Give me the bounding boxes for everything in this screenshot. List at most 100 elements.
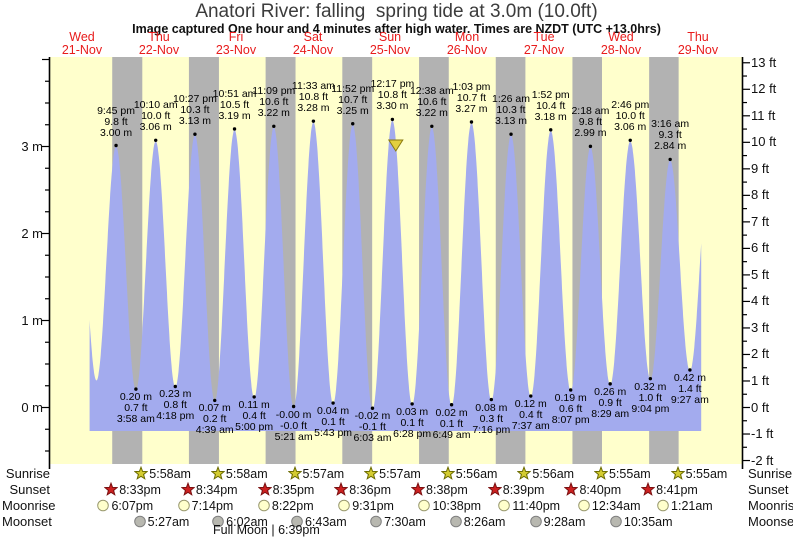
sunrise-star-icon <box>134 466 149 480</box>
high-tide-label: 3:16 am 9.3 ft 2.84 m <box>651 118 690 153</box>
tide-extreme-dot <box>469 120 474 124</box>
day-label: Thu 22-Nov <box>138 30 180 57</box>
tide-extreme-dot <box>449 403 454 407</box>
right-axis-label: -2 ft <box>751 452 774 468</box>
tide-extreme-dot <box>628 138 632 142</box>
tide-extreme-dot <box>370 406 375 410</box>
moonset-circle-icon <box>529 515 542 528</box>
high-tide-label: 11:52 pm 10.7 ft 3.25 m <box>331 82 375 117</box>
sunrise-event: 5:57am <box>287 466 344 481</box>
moonrise-event: 6:07pm <box>96 498 153 513</box>
tide-extreme-dot <box>668 157 672 162</box>
high-tide-label: 12:38 am 10.6 ft 3.22 m <box>409 85 454 120</box>
sunrise-time: 5:56am <box>532 466 575 481</box>
right-axis-label: 1 ft <box>751 372 770 388</box>
right-axis-label: 3 ft <box>751 319 770 335</box>
moonrise-circle-icon <box>418 499 431 512</box>
moonrise-event: 9:31pm <box>337 498 394 513</box>
tide-extreme-dot <box>252 395 256 399</box>
moonset-event: 5:27am <box>133 514 189 529</box>
moonrise-event: 7:14pm <box>177 498 233 513</box>
tide-extreme-dot <box>430 124 434 129</box>
sunrise-event: 5:56am <box>517 466 574 481</box>
sunrise-event: 5:58am <box>134 466 191 481</box>
right-axis-label: 8 ft <box>751 187 770 203</box>
low-tide-label: 0.08 m 0.3 ft 7:16 pm <box>472 401 511 436</box>
moonset-circle-icon <box>610 515 622 528</box>
high-tide-label: 2:18 am 9.8 ft 2.99 m <box>571 105 610 140</box>
moonset-event: 9:28am <box>529 514 585 529</box>
low-tide-label: 0.11 m 0.4 ft 5:00 pm <box>235 398 274 433</box>
tide-extreme-dot <box>688 368 692 372</box>
high-tide-label: 1:03 pm 10.7 ft 3.27 m <box>452 81 491 115</box>
tide-extreme-dot <box>232 127 237 131</box>
moonset-event: 7:30am <box>369 514 426 529</box>
tide-extreme-dot <box>588 144 593 149</box>
astro-row-label-right: Sunset <box>748 482 789 497</box>
right-axis-label: 4 ft <box>751 293 770 309</box>
moonrise-time: 9:31pm <box>352 498 394 513</box>
moonset-event: 6:43am <box>290 514 347 529</box>
right-axis-label: 6 ft <box>751 240 770 256</box>
moonrise-circle-icon <box>657 499 669 512</box>
sunrise-time: 5:58am <box>149 466 191 481</box>
sunset-time: 8:40pm <box>579 482 622 497</box>
high-tide-label: 2:46 pm 10.0 ft 3.06 m <box>611 99 650 134</box>
sunrise-time: 5:55am <box>685 466 728 481</box>
sunrise-time: 5:55am <box>608 466 651 481</box>
right-axis-label: -1 ft <box>751 426 774 442</box>
moonrise-time: 8:22pm <box>271 498 314 513</box>
moonset-event: 8:26am <box>449 514 506 529</box>
sunrise-star-icon <box>440 466 455 480</box>
astro-row-label-left: Sunrise <box>5 466 50 481</box>
left-axis-label: 2 m <box>21 225 43 241</box>
tide-extreme-dot <box>509 132 513 136</box>
capture-position-marker <box>387 139 404 152</box>
astro-row-label-left: Sunset <box>9 482 50 497</box>
low-tide-label: 0.20 m 0.7 ft 3:58 am <box>116 391 155 426</box>
sunset-time: 8:41pm <box>656 482 698 497</box>
moonrise-time: 6:07pm <box>111 498 154 513</box>
tide-extreme-dot <box>114 143 118 148</box>
sunset-star-icon <box>411 482 426 496</box>
left-axis-label: 3 m <box>21 138 43 154</box>
moonset-time: 10:35am <box>623 514 673 529</box>
sunset-event: 8:40pm <box>564 482 621 497</box>
tide-extreme-dot <box>173 384 177 389</box>
moonrise-event: 1:21am <box>656 498 713 513</box>
moonset-time: 7:30am <box>384 514 426 529</box>
low-tide-label: 0.26 m 0.9 ft 8:29 am <box>591 385 630 420</box>
sunset-time: 8:38pm <box>426 482 468 497</box>
moonset-time: 6:02am <box>226 514 268 529</box>
day-label: Thu 29-Nov <box>677 30 719 57</box>
right-axis-label: 12 ft <box>751 81 777 97</box>
moonrise-time: 12:34am <box>591 498 641 513</box>
moonrise-circle-icon <box>258 499 270 512</box>
sunset-star-icon <box>104 482 119 496</box>
full-moon-label: Full Moon | 6:39pm <box>213 523 320 537</box>
tide-extreme-dot <box>529 394 533 398</box>
moonset-time: 8:26am <box>463 514 506 529</box>
sunset-event: 8:34pm <box>180 482 238 497</box>
tide-extreme-dot <box>489 397 494 402</box>
sunrise-star-icon <box>593 466 608 480</box>
tide-extreme-dot <box>311 119 316 123</box>
sunset-star-icon <box>487 482 502 496</box>
tide-extreme-dot <box>272 124 276 129</box>
high-tide-label: 11:33 am 10.8 ft 3.28 m <box>291 80 335 115</box>
astro-row-label-left: Moonrise <box>2 498 56 513</box>
high-tide-label: 1:26 am 10.3 ft 3.13 m <box>492 93 530 128</box>
right-axis-label: 2 ft <box>751 346 770 362</box>
capture-subtitle: Image captured One hour and 4 minutes af… <box>132 22 661 36</box>
tide-extreme-dot <box>410 402 414 406</box>
sunrise-star-icon <box>670 466 685 480</box>
sunrise-star-icon <box>287 466 302 480</box>
sunset-star-icon <box>257 482 272 496</box>
sunrise-star-icon <box>517 466 532 480</box>
sunrise-time: 5:58am <box>225 466 268 481</box>
sunrise-event: 5:58am <box>210 466 268 481</box>
tide-area-curve <box>89 120 702 432</box>
moonrise-event: 12:34am <box>577 498 641 513</box>
moonrise-circle-icon <box>578 499 590 512</box>
sunset-event: 8:41pm <box>641 482 698 497</box>
